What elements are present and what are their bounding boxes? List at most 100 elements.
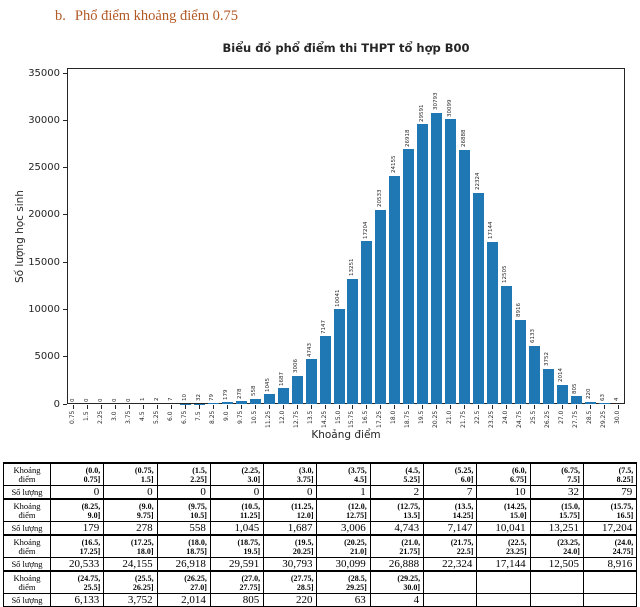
bar-value-label: 29591 bbox=[420, 104, 426, 122]
x-tick-label: 7.5 bbox=[196, 411, 202, 421]
bar-value-label: 1 bbox=[141, 398, 147, 402]
count-cell: 30,793 bbox=[264, 558, 317, 572]
x-tick-label: 10.5 bbox=[252, 411, 258, 424]
bar-value-label: 10041 bbox=[336, 289, 342, 307]
count-cell: 32 bbox=[530, 486, 583, 500]
x-tick bbox=[590, 405, 591, 409]
interval-cell: (5.25, 6.0] bbox=[424, 463, 477, 486]
x-tick bbox=[269, 405, 270, 409]
bar-value-label: 17144 bbox=[489, 222, 495, 240]
bar-value-label: 3006 bbox=[294, 359, 300, 373]
y-axis-label: Số lượng học sinh bbox=[15, 190, 26, 283]
y-tick bbox=[63, 404, 68, 405]
x-tick-label: 14.25 bbox=[322, 411, 328, 428]
count-cell: 2 bbox=[370, 486, 423, 500]
x-tick-label: 21.75 bbox=[461, 411, 467, 428]
x-tick-label: 27.75 bbox=[573, 411, 579, 428]
x-tick bbox=[143, 405, 144, 409]
count-cell: 0 bbox=[104, 486, 157, 500]
interval-cell: (13.5, 14.25] bbox=[424, 499, 477, 522]
interval-cell bbox=[530, 571, 583, 594]
x-tick bbox=[157, 405, 158, 409]
count-cell: 0 bbox=[210, 486, 263, 500]
x-tick bbox=[478, 405, 479, 409]
x-tick-label: 1.5 bbox=[84, 411, 90, 421]
interval-cell: (0.75, 1.5] bbox=[104, 463, 157, 486]
x-tick bbox=[562, 405, 563, 409]
bar bbox=[334, 309, 345, 404]
count-cell: 0 bbox=[157, 486, 210, 500]
bar-value-label: 10 bbox=[183, 394, 189, 401]
bar-value-label: 278 bbox=[238, 388, 244, 399]
count-cell: 79 bbox=[583, 486, 636, 500]
y-tick bbox=[63, 309, 68, 310]
bar bbox=[320, 336, 331, 404]
x-tick bbox=[185, 405, 186, 409]
interval-cell: (27.0, 27.75] bbox=[210, 571, 263, 594]
count-cell: 179 bbox=[51, 522, 104, 536]
row-label-count: Số lượng bbox=[4, 486, 51, 500]
bar-value-label: 26888 bbox=[462, 130, 468, 148]
bar bbox=[529, 346, 540, 404]
x-tick-label: 26.25 bbox=[545, 411, 551, 428]
x-tick bbox=[115, 405, 116, 409]
interval-cell: (10.5, 11.25] bbox=[210, 499, 263, 522]
x-tick-label: 5.25 bbox=[154, 411, 160, 424]
x-tick-label: 28.5 bbox=[587, 411, 593, 424]
x-tick bbox=[101, 405, 102, 409]
count-cell: 26,918 bbox=[157, 558, 210, 572]
x-tick-label: 8.25 bbox=[210, 411, 216, 424]
x-tick-label: 6.75 bbox=[182, 411, 188, 424]
x-tick-label: 12.75 bbox=[294, 411, 300, 428]
interval-cell: (28.5, 29.25] bbox=[317, 571, 370, 594]
bar bbox=[599, 403, 610, 404]
score-distribution-chart: Biểu đồ phổ điểm thi THPT tổ hợp B00 Kho… bbox=[0, 0, 640, 460]
bar-value-label: 220 bbox=[587, 389, 593, 400]
interval-cell bbox=[424, 571, 477, 594]
x-tick bbox=[213, 405, 214, 409]
count-cell: 1 bbox=[317, 486, 370, 500]
y-tick-label: 5000 bbox=[18, 351, 60, 362]
count-cell: 8,916 bbox=[583, 558, 636, 572]
bar bbox=[473, 193, 484, 404]
bar bbox=[264, 394, 275, 404]
interval-cell bbox=[477, 571, 530, 594]
x-tick bbox=[394, 405, 395, 409]
interval-cell: (12.75, 13.5] bbox=[370, 499, 423, 522]
bar bbox=[222, 402, 233, 404]
x-tick-label: 0.75 bbox=[70, 411, 76, 424]
interval-cell: (7.5, 8.25] bbox=[583, 463, 636, 486]
count-cell: 24,155 bbox=[104, 558, 157, 572]
bar bbox=[571, 396, 582, 404]
bar-value-label: 30793 bbox=[434, 93, 440, 111]
x-tick bbox=[352, 405, 353, 409]
count-cell: 7,147 bbox=[424, 522, 477, 536]
count-cell: 22,324 bbox=[424, 558, 477, 572]
x-tick-label: 18.0 bbox=[391, 411, 397, 424]
bar-value-label: 0 bbox=[113, 398, 119, 402]
x-tick-label: 23.25 bbox=[489, 411, 495, 428]
bar bbox=[417, 124, 428, 404]
interval-cell: (15.75, 16.5] bbox=[583, 499, 636, 522]
bar-value-label: 63 bbox=[601, 394, 607, 401]
x-tick-label: 24.75 bbox=[517, 411, 523, 428]
count-cell: 20,533 bbox=[51, 558, 104, 572]
x-tick bbox=[380, 405, 381, 409]
x-tick-label: 25.5 bbox=[531, 411, 537, 424]
count-cell: 7 bbox=[424, 486, 477, 500]
bar-value-label: 4743 bbox=[308, 343, 314, 357]
bar-value-label: 13251 bbox=[350, 259, 356, 277]
count-cell: 30,099 bbox=[317, 558, 370, 572]
y-tick-label: 25000 bbox=[18, 162, 60, 173]
x-tick bbox=[576, 405, 577, 409]
interval-cell: (2.25, 3.0] bbox=[210, 463, 263, 486]
bar bbox=[292, 376, 303, 404]
bar bbox=[543, 369, 554, 404]
count-cell: 17,204 bbox=[583, 522, 636, 536]
x-tick bbox=[311, 405, 312, 409]
x-tick bbox=[171, 405, 172, 409]
bar bbox=[459, 150, 470, 404]
interval-row: Khoảng điểm(0.0, 0.75](0.75, 1.5](1.5, 2… bbox=[4, 463, 637, 486]
interval-cell: (29.25, 30.0] bbox=[370, 571, 423, 594]
interval-cell: (0.0, 0.75] bbox=[51, 463, 104, 486]
